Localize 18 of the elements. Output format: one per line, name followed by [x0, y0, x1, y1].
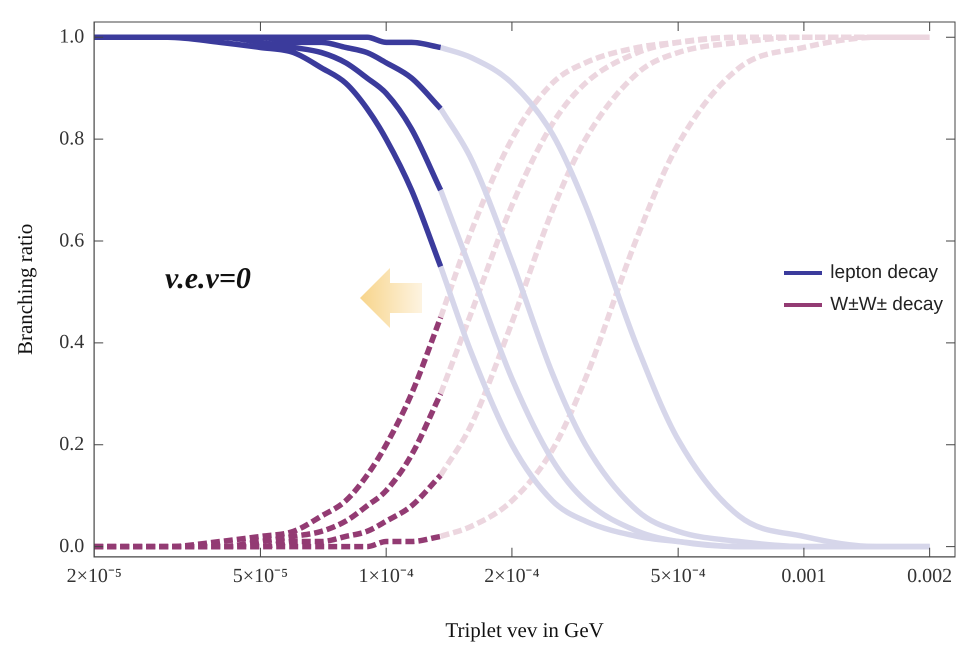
- x-tick-label: 5×10⁻⁵: [232, 565, 288, 588]
- legend-label: W±W± decay: [830, 294, 943, 316]
- y-tick-label: 0.6: [59, 229, 84, 252]
- y-tick-label: 0.0: [59, 534, 84, 557]
- annotation: v.e.v=0: [165, 262, 251, 296]
- x-tick-label: 0.002: [907, 565, 952, 588]
- x-tick-label: 2×10⁻⁴: [484, 565, 540, 588]
- x-tick-label: 1×10⁻⁴: [358, 565, 414, 588]
- x-axis-title: Triplet vev in GeV: [445, 618, 604, 642]
- y-tick-label: 0.8: [59, 127, 84, 150]
- x-tick-label: 0.001: [781, 565, 826, 588]
- x-tick-label: 2×10⁻⁵: [66, 565, 122, 588]
- y-tick-label: 1.0: [59, 26, 84, 48]
- y-axis-title: Branching ratio: [13, 224, 38, 356]
- y-tick-label: 0.4: [59, 331, 84, 354]
- y-tick-label: 0.2: [59, 432, 84, 455]
- x-tick-label: 5×10⁻⁴: [650, 565, 706, 588]
- legend-label: lepton decay: [830, 262, 938, 284]
